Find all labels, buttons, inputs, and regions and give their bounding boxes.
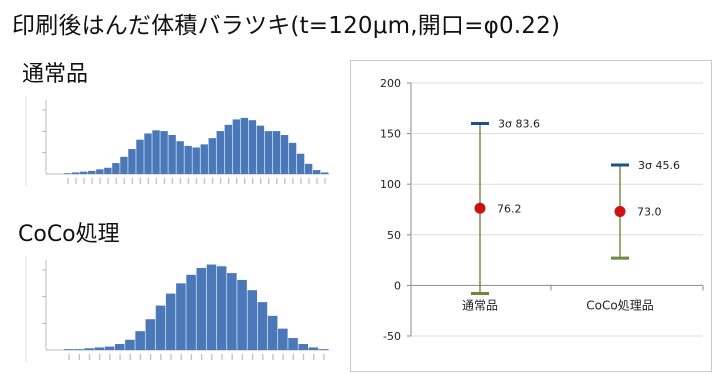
histogram-bar (94, 347, 105, 350)
histogram-bar (267, 315, 278, 350)
histogram-bar (196, 267, 207, 350)
histogram-bar (184, 145, 192, 174)
histogram-bar (160, 131, 168, 174)
histogram-bar (155, 305, 166, 350)
histogram-bar (304, 163, 313, 174)
summary-chart-panel: -50 0 50 100 150 200 3σ 83.6 76.2 通常品 3σ 45.6 73.0… (350, 60, 712, 372)
category-label: CoCo処理品 (586, 298, 653, 312)
histogram-bar (208, 138, 216, 174)
histogram-bar (136, 139, 144, 174)
histogram-bar (64, 173, 72, 174)
histogram-bar (200, 144, 208, 174)
y-tick-label: 150 (380, 128, 401, 141)
histogram-bar (165, 293, 176, 350)
histogram-bar (248, 120, 257, 174)
y-tick-label: 0 (394, 279, 401, 292)
histogram-bar (296, 153, 305, 174)
histogram-bar (74, 349, 84, 350)
histogram-bar (318, 349, 329, 350)
histogram-bar (145, 319, 156, 350)
histogram-bar (144, 133, 152, 174)
histogram-bar (186, 274, 196, 350)
category-label: 通常品 (462, 298, 498, 312)
histogram-bar (135, 331, 145, 350)
histogram-bar (237, 279, 247, 350)
histogram-bar (114, 344, 125, 350)
histogram-bar (88, 170, 96, 174)
histogram-bar (168, 135, 176, 174)
label-normal: 通常品 (22, 62, 89, 87)
histogram-bar (247, 290, 258, 350)
y-tick-label: 50 (387, 229, 401, 242)
summary-chart: -50 0 50 100 150 200 3σ 83.6 76.2 通常品 3σ 45.6 73.0… (380, 77, 704, 343)
page-title: 印刷後はんだ体積バラツキ(t=120μm,開口=φ0.22) (12, 13, 561, 39)
histogram-normal (25, 96, 329, 186)
histogram-bar (128, 149, 136, 174)
histogram-bar (288, 338, 298, 350)
y-tick-label: 100 (380, 178, 401, 191)
histogram-bar (240, 117, 249, 174)
histogram-bar (256, 125, 265, 174)
sigma-label: 3σ 83.6 (498, 117, 540, 130)
histogram-bar (176, 141, 184, 174)
sigma-label: 3σ 45.6 (638, 159, 680, 172)
histogram-bar (125, 339, 135, 350)
histogram-bar (288, 142, 297, 174)
histogram-bar (120, 156, 128, 174)
histogram-bar (257, 302, 268, 350)
histogram-bar (264, 131, 273, 174)
mean-label: 73.0 (637, 206, 662, 219)
histogram-bar (64, 349, 74, 350)
histogram-bar (216, 131, 225, 174)
histogram-bar (96, 169, 104, 174)
y-tick-label: 200 (380, 77, 401, 90)
histogram-bar (224, 124, 233, 174)
histogram-bar (320, 172, 329, 174)
histogram-bar (227, 273, 237, 350)
mean-label: 76.2 (497, 202, 522, 215)
histogram-bar (272, 131, 281, 174)
histogram-bar (80, 171, 88, 174)
histogram-bar (206, 264, 217, 350)
histogram-bar (232, 119, 241, 174)
histogram-bar (192, 147, 200, 174)
histogram-bar (152, 130, 160, 174)
histogram-bar (298, 344, 309, 350)
histogram-bar (104, 346, 115, 350)
histogram-bar (216, 266, 227, 350)
label-coco: CoCo処理 (18, 222, 120, 247)
y-tick-label: -50 (383, 330, 401, 343)
histogram-bar (278, 328, 288, 350)
histogram-bar (104, 167, 112, 174)
histogram-bar (312, 170, 321, 174)
mean-point (474, 202, 486, 214)
histogram-bar (84, 348, 94, 350)
histogram-bar (112, 163, 120, 174)
histogram-coco (25, 256, 329, 362)
histogram-bar (72, 172, 80, 174)
histogram-bar (308, 347, 319, 350)
histogram-bar (280, 135, 289, 174)
histogram-bar (176, 283, 186, 350)
mean-point (614, 206, 626, 218)
